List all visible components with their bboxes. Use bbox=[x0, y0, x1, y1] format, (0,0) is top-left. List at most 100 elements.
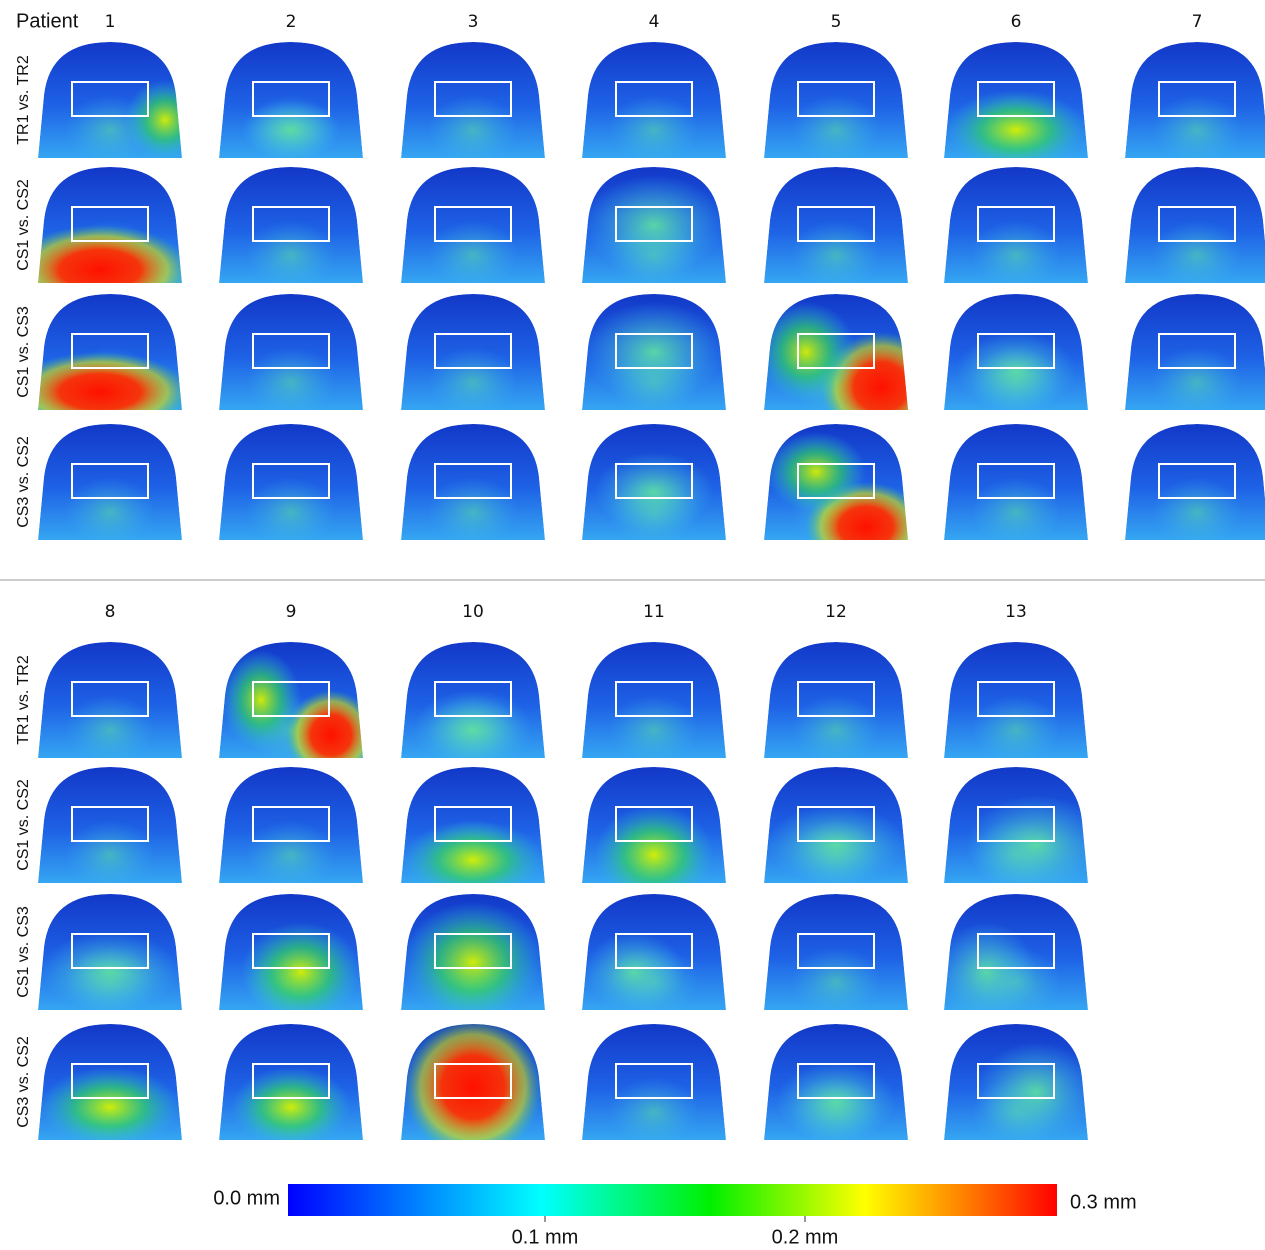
heatmap bbox=[936, 894, 1088, 1022]
patient-number: 5 bbox=[831, 12, 842, 32]
colorbar-tick-label: 0.1 mm bbox=[512, 1226, 579, 1248]
heatmap-glow bbox=[428, 220, 518, 290]
heatmap bbox=[582, 767, 726, 905]
patient-number: 11 bbox=[643, 602, 665, 622]
heatmap bbox=[944, 424, 1088, 547]
heatmap-glow bbox=[428, 477, 518, 547]
heatmap bbox=[401, 894, 545, 1022]
heatmap-spot bbox=[231, 1067, 351, 1147]
heatmap bbox=[401, 167, 545, 290]
heatmap-glow bbox=[971, 220, 1061, 290]
heatmap bbox=[764, 642, 908, 765]
row-label: CS3 vs. CS2 bbox=[15, 1036, 32, 1128]
heatmap bbox=[219, 1024, 363, 1147]
heatmap bbox=[764, 767, 908, 890]
heatmap bbox=[1125, 294, 1265, 417]
heatmap bbox=[944, 1024, 1096, 1147]
heatmap bbox=[1125, 42, 1265, 165]
colorbar-tick-label: 0.2 mm bbox=[772, 1226, 839, 1248]
heatmap-spot bbox=[584, 175, 724, 275]
heatmap-spot bbox=[40, 1067, 180, 1147]
patient-number: 12 bbox=[825, 602, 847, 622]
heatmap-glow bbox=[1152, 347, 1242, 417]
patient-number: 10 bbox=[462, 602, 484, 622]
heatmap bbox=[401, 1017, 545, 1157]
heatmap-spot bbox=[10, 352, 190, 432]
heatmap bbox=[944, 767, 1106, 895]
heatmap-spot bbox=[403, 902, 543, 1022]
heatmap bbox=[38, 894, 182, 1017]
row-label: CS3 vs. CS2 bbox=[15, 436, 32, 528]
heatmap bbox=[1125, 167, 1265, 290]
heatmap-glow bbox=[246, 477, 336, 547]
heatmap-glow bbox=[65, 820, 155, 890]
row-label: CS1 vs. CS3 bbox=[15, 306, 32, 398]
heatmap bbox=[219, 894, 363, 1022]
heatmap bbox=[219, 167, 363, 290]
patient-number: 3 bbox=[468, 12, 479, 32]
heatmap bbox=[582, 1024, 726, 1147]
heatmap bbox=[219, 42, 363, 165]
heatmap-spot bbox=[936, 922, 1036, 1022]
colorbar-min: 0.0 mm bbox=[213, 1187, 280, 1209]
heatmap-spot bbox=[241, 922, 361, 1022]
heatmap bbox=[219, 642, 376, 780]
heatmap bbox=[219, 294, 363, 417]
heatmap-spot bbox=[594, 805, 714, 905]
heatmap-glow bbox=[65, 477, 155, 547]
heatmap-glow bbox=[65, 695, 155, 765]
heatmap-glow bbox=[971, 695, 1061, 765]
heatmap-spot bbox=[776, 1062, 896, 1142]
heatmap bbox=[944, 642, 1088, 765]
heatmap bbox=[219, 767, 363, 890]
heatmap-glow bbox=[428, 347, 518, 417]
colorbar-max: 0.3 mm bbox=[1070, 1191, 1137, 1213]
patient-number: 8 bbox=[105, 602, 116, 622]
heatmap bbox=[764, 167, 908, 290]
heatmap-glow bbox=[791, 947, 881, 1017]
heatmap bbox=[10, 294, 190, 432]
heatmap-glow bbox=[609, 1077, 699, 1147]
heatmap-spot bbox=[946, 90, 1086, 170]
row-label: CS1 vs. CS3 bbox=[15, 906, 32, 998]
patient-number: 6 bbox=[1011, 12, 1022, 32]
heatmap-spot bbox=[403, 820, 543, 900]
heatmap bbox=[401, 294, 545, 417]
patient-number: 2 bbox=[286, 12, 297, 32]
heatmap-spot bbox=[956, 332, 1076, 412]
heatmap-spot bbox=[584, 302, 724, 402]
heatmap-glow bbox=[246, 220, 336, 290]
heatmap bbox=[764, 894, 908, 1017]
heatmap bbox=[38, 767, 182, 890]
row-label: TR1 vs. TR2 bbox=[15, 655, 32, 745]
heatmap-glow bbox=[609, 695, 699, 765]
heatmap-glow bbox=[428, 95, 518, 165]
heatmap-spot bbox=[221, 650, 301, 750]
figure: Patient 0.0 mm 0.3 mm 0.1 mm 0.2 mm 12 3 4… bbox=[0, 0, 1265, 1250]
heatmap bbox=[38, 42, 205, 165]
heatmap bbox=[582, 424, 726, 547]
row-label: TR1 vs. TR2 bbox=[15, 55, 32, 145]
heatmap bbox=[582, 294, 726, 417]
patient-number: 7 bbox=[1192, 12, 1203, 32]
heatmap-glow bbox=[791, 95, 881, 165]
patient-number: 4 bbox=[649, 12, 660, 32]
heatmap bbox=[944, 294, 1088, 417]
colorbar bbox=[288, 1184, 1057, 1216]
heatmap bbox=[38, 1024, 182, 1147]
heatmap bbox=[582, 167, 726, 290]
heatmap-glow bbox=[246, 347, 336, 417]
heatmap-spot bbox=[125, 80, 205, 160]
heatmap-spot bbox=[241, 100, 341, 160]
heatmap-glow bbox=[971, 477, 1061, 547]
heatmap bbox=[944, 42, 1088, 170]
patient-number: 13 bbox=[1005, 602, 1027, 622]
heatmap-glow bbox=[609, 95, 699, 165]
patient-label: Patient bbox=[16, 10, 79, 32]
heatmap-glow bbox=[791, 220, 881, 290]
heatmap-spot bbox=[766, 432, 866, 512]
patient-number: 9 bbox=[286, 602, 297, 622]
heatmap-glow bbox=[791, 695, 881, 765]
heatmap bbox=[401, 42, 545, 165]
heatmap bbox=[944, 167, 1088, 290]
